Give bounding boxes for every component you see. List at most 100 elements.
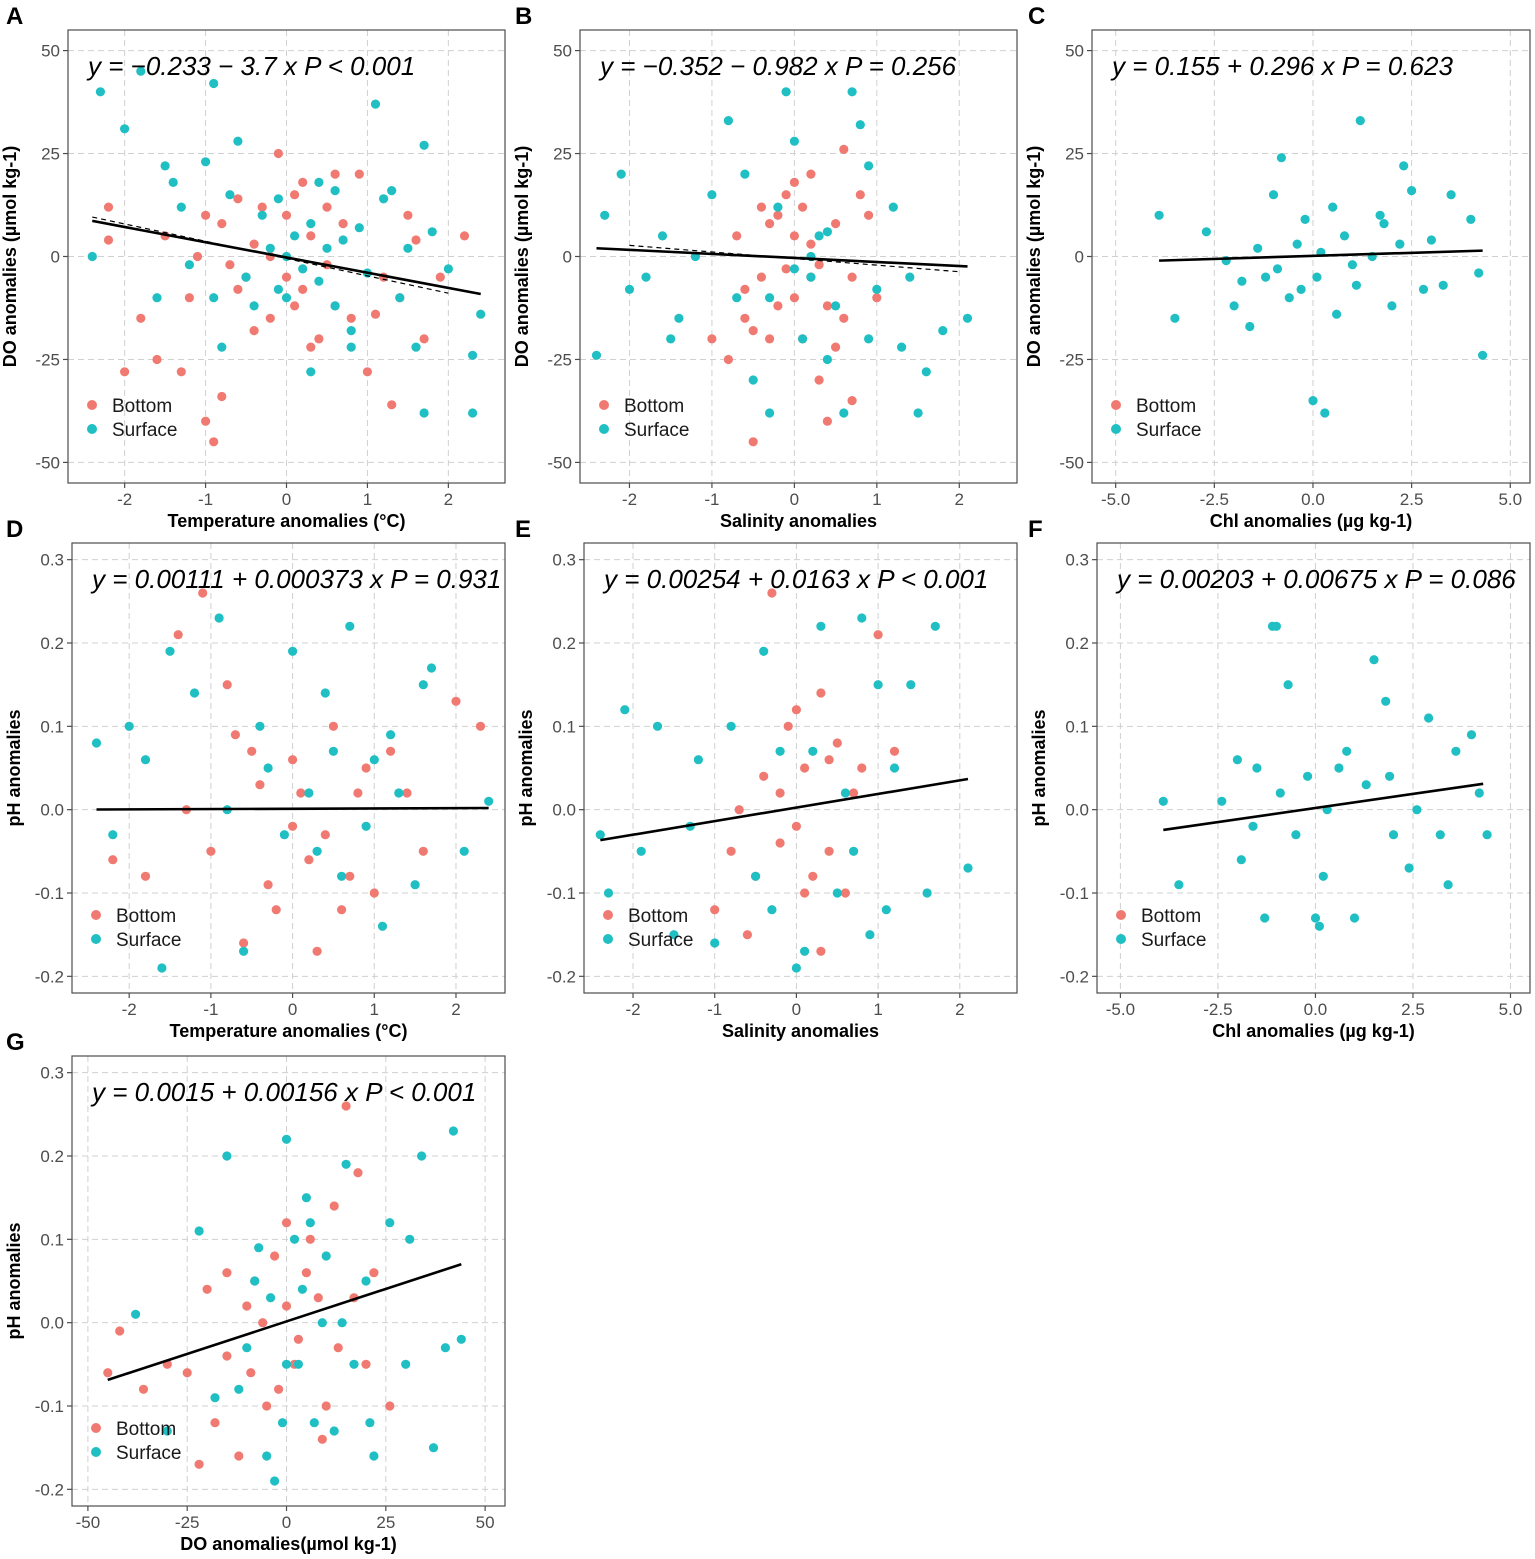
bottom-point xyxy=(806,239,816,249)
surface-point xyxy=(881,905,891,915)
bottom-point xyxy=(328,721,338,731)
bottom-point xyxy=(234,1451,244,1461)
surface-point xyxy=(1375,210,1385,220)
regression-equation: y = 0.0015 + 0.00156 x P < 0.001 xyxy=(90,1077,476,1107)
bottom-point xyxy=(798,202,808,212)
panel-g: -50 -25 0 25 50 -0.2 -0.1 0.0 0.1 0.2 0.3 DO anomal… xyxy=(4,1029,506,1554)
bottom-point xyxy=(281,1301,292,1311)
legend-bottom-label: Bottom xyxy=(1141,906,1201,927)
surface-point xyxy=(209,78,219,89)
bottom-point xyxy=(210,1418,220,1428)
surface-point xyxy=(210,1393,220,1403)
surface-point xyxy=(775,746,785,756)
surface-point xyxy=(1253,243,1263,253)
bottom-point xyxy=(824,755,834,765)
bottom-point xyxy=(385,1401,395,1411)
y-tick-label: 0 xyxy=(51,248,60,267)
x-tick-label: 1 xyxy=(873,1000,882,1019)
surface-point xyxy=(411,342,421,352)
bottom-point xyxy=(773,210,783,220)
surface-point xyxy=(468,350,478,360)
surface-point xyxy=(1369,655,1379,665)
panel-letter: A xyxy=(6,3,23,30)
bottom-point xyxy=(831,342,841,352)
surface-point xyxy=(906,680,916,690)
y-tick-label: -25 xyxy=(35,350,60,369)
surface-point xyxy=(401,1359,411,1369)
surface-point xyxy=(379,194,389,204)
legend-bottom-label: Bottom xyxy=(1136,396,1196,417)
bottom-point xyxy=(369,1268,379,1278)
surface-point xyxy=(1275,788,1285,798)
legend-surface-key xyxy=(91,1447,101,1457)
surface-point xyxy=(345,621,355,631)
surface-point xyxy=(361,821,371,831)
surface-point xyxy=(257,210,267,220)
surface-point xyxy=(616,169,626,179)
bottom-point xyxy=(217,391,227,402)
bottom-point xyxy=(822,301,833,311)
legend-bottom-label: Bottom xyxy=(624,396,684,417)
surface-point xyxy=(789,136,800,146)
bottom-point xyxy=(839,144,849,154)
regression-line xyxy=(92,219,481,296)
surface-point xyxy=(1272,264,1283,274)
x-tick-label: 0 xyxy=(282,490,291,509)
surface-point xyxy=(225,190,235,200)
bottom-point xyxy=(800,763,810,773)
surface-point xyxy=(710,938,720,948)
surface-point xyxy=(301,1193,311,1203)
bottom-point xyxy=(726,846,736,856)
bottom-point xyxy=(791,821,802,831)
bottom-point xyxy=(822,416,833,426)
bottom-point xyxy=(459,231,470,241)
surface-point xyxy=(847,87,857,97)
surface-point xyxy=(417,1151,427,1161)
bottom-point xyxy=(403,210,413,220)
bottom-point xyxy=(274,1384,284,1394)
x-tick-label: 0.0 xyxy=(1301,490,1325,509)
bottom-point xyxy=(304,855,314,865)
bottom-point xyxy=(740,284,750,294)
y-tick-label: 25 xyxy=(553,145,572,164)
surface-point xyxy=(370,99,381,109)
y-tick-label: 0.0 xyxy=(40,1314,64,1333)
bottom-point xyxy=(306,231,316,241)
surface-point xyxy=(831,301,841,311)
bottom-point xyxy=(271,905,281,915)
surface-point xyxy=(857,613,867,623)
y-tick-label: 0 xyxy=(1075,248,1084,267)
surface-point xyxy=(322,243,332,253)
surface-point xyxy=(337,871,347,881)
surface-point xyxy=(152,293,162,303)
y-tick-label: -50 xyxy=(547,453,572,472)
panel-letter: B xyxy=(515,3,532,30)
surface-point xyxy=(816,621,826,631)
surface-point xyxy=(1248,821,1258,831)
x-tick-label: -5.0 xyxy=(1101,490,1130,509)
surface-point xyxy=(305,1218,315,1228)
surface-point xyxy=(162,1426,172,1436)
surface-point xyxy=(798,334,808,344)
bottom-point xyxy=(333,1343,343,1353)
surface-point xyxy=(1347,260,1357,270)
surface-point xyxy=(222,1151,232,1161)
bottom-point xyxy=(298,177,308,187)
bottom-point xyxy=(814,375,824,385)
regression-equation: y = 0.00111 + 0.000373 x P = 0.931 xyxy=(90,564,501,594)
surface-point xyxy=(484,796,494,806)
panel-d: -2 -1 0 1 2 -0.2 -0.1 0.0 0.1 0.2 0.3 Temperature a… xyxy=(4,516,506,1041)
bottom-point xyxy=(734,805,744,815)
x-tick-label: 0 xyxy=(288,1000,297,1019)
x-axis-title: Temperature anomalies (°C) xyxy=(170,1021,408,1041)
y-axis-title: DO anomalies (µmol kg-1) xyxy=(0,146,20,367)
surface-point xyxy=(320,688,330,698)
panel-e: -2 -1 0 1 2 -0.2 -0.1 0.0 0.1 0.2 0.3 Salinity anom… xyxy=(515,516,1018,1041)
surface-point xyxy=(214,613,224,623)
regression-equation: y = −0.352 − 0.982 x P = 0.256 xyxy=(598,51,957,81)
surface-point xyxy=(281,1359,292,1369)
surface-point xyxy=(1349,913,1360,923)
bottom-point xyxy=(296,788,306,798)
y-tick-label: 0.2 xyxy=(552,634,576,653)
y-tick-label: -25 xyxy=(1059,350,1084,369)
